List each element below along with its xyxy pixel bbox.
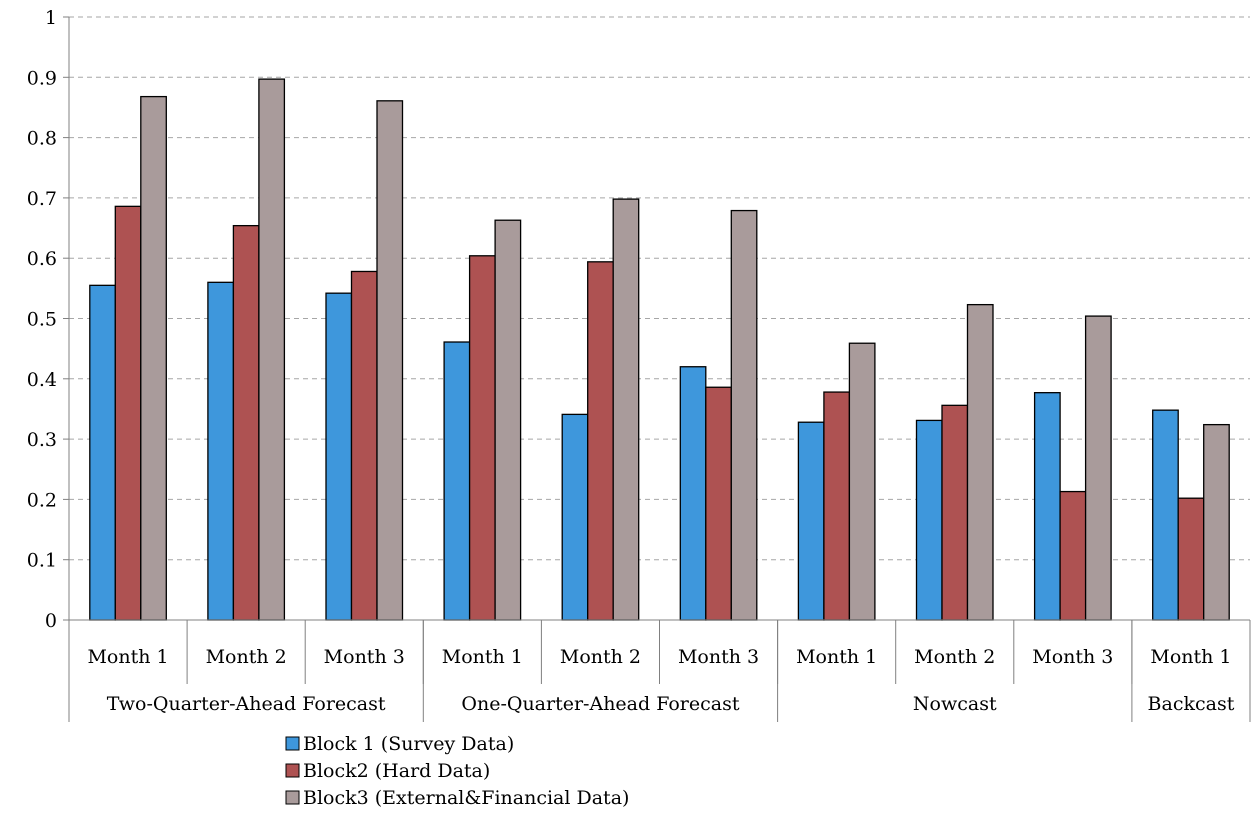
bar xyxy=(848,342,876,621)
y-axis-ticks: 0 0.1 0.2 0.3 0.4 0.5 0.6 0.7 0.8 0.9 1 xyxy=(27,7,69,632)
x-category-label: Month 3 xyxy=(678,646,759,668)
legend-label: Block2 (Hard Data) xyxy=(303,760,490,782)
bar xyxy=(730,209,758,621)
bar xyxy=(376,100,404,621)
bar xyxy=(232,224,260,621)
x-category-label: Month 3 xyxy=(1032,646,1113,668)
bar xyxy=(941,404,969,621)
y-tick-label: 0.9 xyxy=(27,67,57,89)
legend: Block 1 (Survey Data) Block2 (Hard Data) B… xyxy=(285,733,629,809)
bar xyxy=(679,366,707,621)
x-category-label: Month 1 xyxy=(442,646,523,668)
bar xyxy=(140,95,167,621)
x-group-label: Backcast xyxy=(1148,693,1235,715)
bar xyxy=(915,419,943,621)
bar xyxy=(114,205,142,621)
legend-swatch xyxy=(285,736,300,751)
bar xyxy=(1177,497,1205,621)
y-tick-label: 0.7 xyxy=(27,188,57,210)
legend-label: Block3 (External&Financial Data) xyxy=(303,787,629,809)
bar xyxy=(561,413,589,621)
bar xyxy=(1203,423,1230,621)
legend-label: Block 1 (Survey Data) xyxy=(303,733,514,755)
y-tick-label: 0.6 xyxy=(27,248,57,270)
y-tick-label: 1 xyxy=(45,7,57,29)
y-tick-label: 0.8 xyxy=(27,128,57,150)
x-category-label: Month 1 xyxy=(87,646,168,668)
bar xyxy=(468,255,496,621)
bar xyxy=(258,78,286,621)
bar xyxy=(89,284,116,621)
bar xyxy=(207,281,235,621)
bar xyxy=(587,261,614,621)
bars xyxy=(89,78,1230,621)
legend-swatch xyxy=(285,790,300,805)
y-tick-label: 0.1 xyxy=(27,550,57,572)
bar xyxy=(966,303,994,621)
y-tick-label: 0.3 xyxy=(27,429,57,451)
bar xyxy=(612,198,640,621)
x-category-label: Month 2 xyxy=(914,646,995,668)
x-category-label: Month 2 xyxy=(560,646,641,668)
x-category-label: Month 1 xyxy=(796,646,877,668)
bar xyxy=(1059,490,1087,621)
bar xyxy=(1084,315,1112,621)
y-tick-label: 0 xyxy=(45,610,57,632)
bar xyxy=(350,270,378,621)
y-tick-label: 0.4 xyxy=(27,369,57,391)
bar xyxy=(1152,409,1179,621)
x-group-label: One-Quarter-Ahead Forecast xyxy=(461,693,739,715)
x-category-label: Month 2 xyxy=(206,646,287,668)
y-tick-label: 0.2 xyxy=(27,489,57,511)
legend-swatch xyxy=(285,763,300,778)
bar xyxy=(494,219,522,621)
y-tick-label: 0.5 xyxy=(27,309,57,331)
x-category-label: Month 1 xyxy=(1150,646,1231,668)
bar xyxy=(797,421,825,621)
bar xyxy=(443,341,471,621)
x-group-label: Nowcast xyxy=(913,693,997,715)
bar xyxy=(823,391,851,621)
bar xyxy=(1033,392,1061,621)
bar xyxy=(325,292,353,621)
x-group-label: Two-Quarter-Ahead Forecast xyxy=(107,693,386,715)
x-axis-categories: Month 1 Month 2 Month 3 Month 1 Month 2 Month… xyxy=(68,620,1251,722)
x-category-label: Month 3 xyxy=(324,646,405,668)
bar xyxy=(705,386,732,621)
